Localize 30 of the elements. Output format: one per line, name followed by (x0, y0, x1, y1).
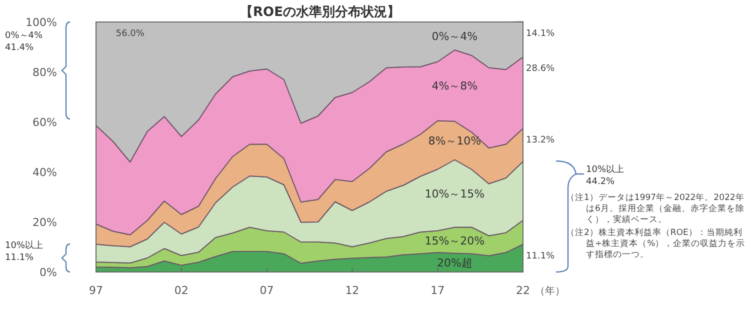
data-label: 13.2% (526, 136, 556, 146)
text: 0%～4% 41.4% (5, 31, 44, 53)
series-label: 0%～4% (432, 30, 478, 43)
x-tick-label: 17 (430, 284, 445, 297)
x-tick-label: 12 (345, 284, 360, 297)
data-label: 56.0% (116, 29, 145, 39)
x-tick-label: 97 (89, 284, 103, 297)
x-tick-label: 07 (260, 284, 274, 297)
x-axis-title: （年） (535, 285, 565, 297)
series-label: 4%～8% (432, 80, 478, 93)
y-tick-label: 40% (32, 166, 57, 179)
y-tick-label: 0% (40, 266, 57, 279)
text: 10%以上 11.1% (5, 240, 44, 263)
series-label: 8%～10% (428, 134, 482, 148)
text: （注1）データは1997年～2022年。2022年は6月。採用企業（金融、赤字企業を除く），実績ベース。 (566, 192, 744, 225)
x-tick-label: 02 (174, 284, 188, 297)
chart-title: 【ROEの水準別分布状況】 (240, 4, 400, 20)
y-tick-label: 80% (32, 66, 57, 79)
text: 10%以上 44.2% (586, 164, 624, 187)
series-label: 15%～20% (424, 234, 485, 248)
x-tick-label: 22 (516, 284, 530, 297)
series-label: 10%～15% (424, 188, 485, 200)
data-label: 14.1% (526, 28, 556, 39)
y-tick-label: 100% (26, 16, 57, 29)
data-label: 28.6% (526, 64, 556, 74)
text: （注2）株主資本利益率（ROE）：当期純利益÷株主資本（%），企業の収益力を示す指標の一つ。 (566, 227, 746, 260)
y-tick-label: 20% (32, 216, 57, 229)
series-label: 20%超 (436, 256, 472, 270)
data-label: 11.1% (526, 251, 556, 262)
y-tick-label: 60% (32, 116, 57, 129)
